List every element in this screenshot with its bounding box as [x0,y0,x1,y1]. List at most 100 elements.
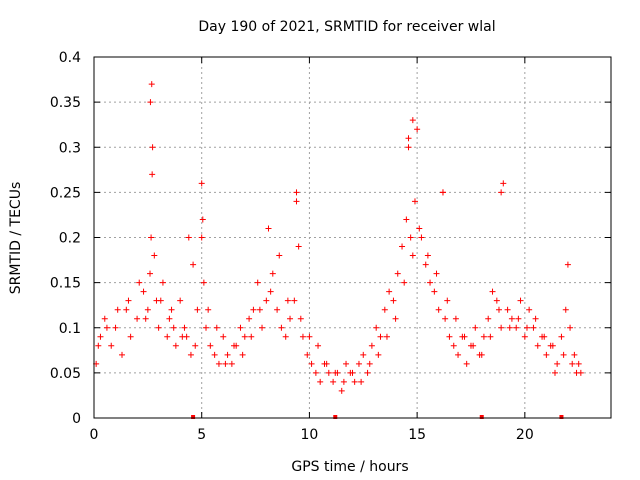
data-point [151,252,158,259]
data-point [295,243,302,250]
data-point [526,306,533,313]
axis-marker [479,415,484,419]
data-point [560,351,567,358]
data-point [239,351,246,358]
data-point [489,288,496,295]
data-points [93,81,584,394]
data-point [343,360,350,367]
data-point [140,288,147,295]
data-point [573,369,580,376]
data-point [112,324,119,331]
data-point [386,288,393,295]
data-point [308,360,315,367]
data-point [211,351,218,358]
data-point [500,180,507,187]
data-point [125,297,132,304]
chart-title: Day 190 of 2021, SRMTID for receiver wla… [198,19,495,35]
y-tick-label: 0.3 [59,140,81,156]
data-point [136,279,143,286]
data-point [461,333,468,340]
data-point [172,342,179,349]
data-point [332,369,339,376]
data-point [325,369,332,376]
data-point [534,342,541,349]
data-point [263,297,270,304]
y-axis-label: SRMTID / TECUs [8,182,24,295]
data-point [521,333,528,340]
data-point [306,333,313,340]
data-point [265,225,272,232]
data-point [411,198,418,205]
data-point [551,369,558,376]
data-point [168,306,175,313]
data-point [248,333,255,340]
data-point [513,324,520,331]
data-point [246,315,253,322]
data-point [424,252,431,259]
data-point [504,306,511,313]
data-point [103,324,110,331]
y-ticks: 0 0.05 0.1 0.15 0.2 0.25 0.3 0.35 0.4 [50,50,611,427]
data-point [416,225,423,232]
y-tick-label: 0.1 [59,321,81,337]
data-point [493,297,500,304]
data-point [164,333,171,340]
data-point [554,360,561,367]
data-point [480,333,487,340]
data-point [205,306,212,313]
data-point [558,333,565,340]
data-point [149,144,156,151]
data-point [427,279,434,286]
data-point [317,378,324,385]
data-point [444,297,451,304]
data-point [299,333,306,340]
data-point [231,342,238,349]
x-ticks: 0 5 10 15 20 [90,57,534,443]
data-point [312,369,319,376]
data-point [495,306,502,313]
data-point [323,360,330,367]
data-point [157,297,164,304]
data-point [282,333,289,340]
data-point [390,297,397,304]
y-tick-label: 0.2 [59,231,81,247]
data-point [256,306,263,313]
data-point [435,306,442,313]
data-point [366,360,373,367]
data-point [364,369,371,376]
data-point [450,342,457,349]
axis-marker [333,415,338,419]
data-point [498,324,505,331]
data-point [330,378,337,385]
data-point [401,279,408,286]
data-point [147,270,154,277]
data-point [144,306,151,313]
data-point [523,324,530,331]
data-point [190,261,197,268]
data-point [422,261,429,268]
data-point [267,288,274,295]
data-point [254,279,261,286]
data-point [472,324,479,331]
data-point [114,306,121,313]
data-point [220,333,227,340]
data-point [439,189,446,196]
data-point [101,315,108,322]
data-point [368,342,375,349]
data-point [442,315,449,322]
data-point [166,315,173,322]
data-point [250,306,257,313]
data-point [532,315,539,322]
data-point [360,351,367,358]
data-point [543,351,550,358]
data-point [452,315,459,322]
data-point [148,81,155,88]
data-point [506,324,513,331]
data-point [228,360,235,367]
data-point [147,99,154,106]
data-point [409,252,416,259]
data-point [549,342,556,349]
data-point [392,315,399,322]
data-point [278,324,285,331]
data-point [340,378,347,385]
